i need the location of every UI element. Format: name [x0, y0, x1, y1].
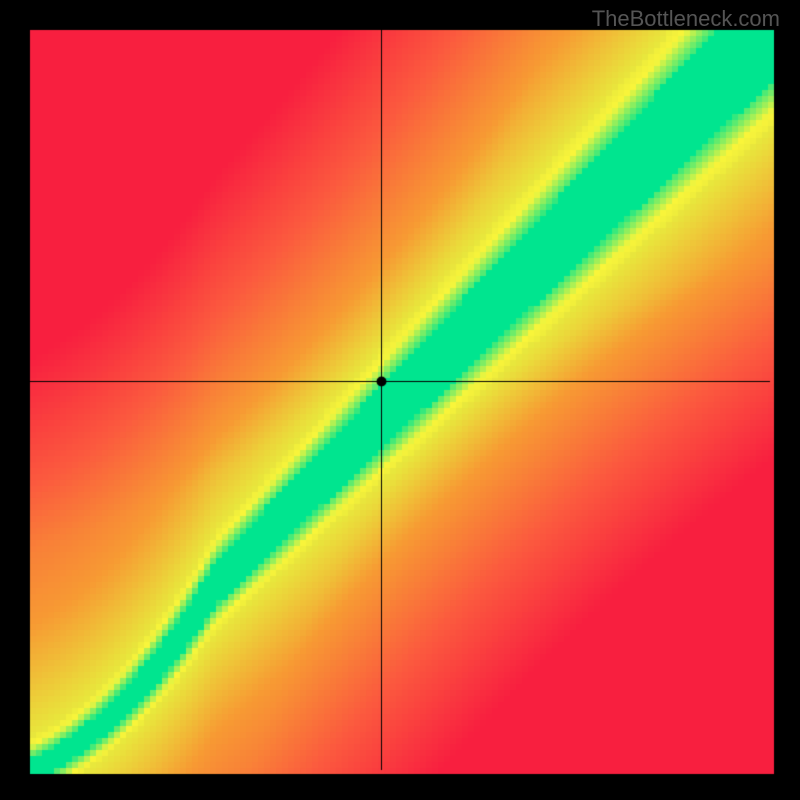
chart-container: TheBottleneck.com [0, 0, 800, 800]
bottleneck-heatmap [0, 0, 800, 800]
watermark-text: TheBottleneck.com [592, 6, 780, 32]
